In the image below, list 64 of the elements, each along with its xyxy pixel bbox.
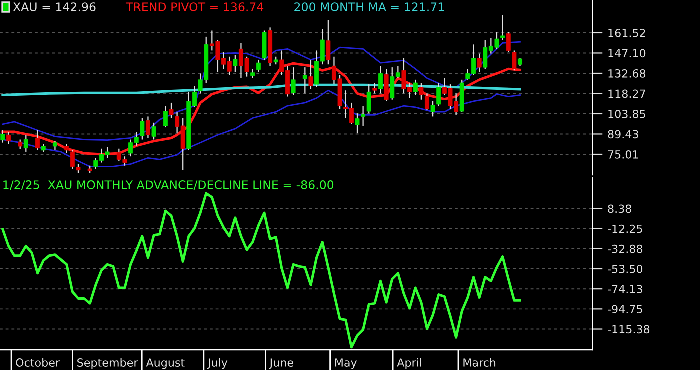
candlestick — [140, 118, 145, 140]
candlestick — [76, 164, 81, 174]
line-series — [2, 41, 521, 142]
candlestick — [36, 130, 40, 151]
text: 1/2/25 XAU MONTHLY ADVANCE/DECLINE LINE = -86.00 — [4, 180, 334, 190]
x-tick-label: September — [78, 358, 138, 370]
x-tick-label: July — [207, 358, 228, 370]
y-tick-label: 89.43 — [608, 130, 638, 139]
candlestick — [430, 100, 436, 118]
candlestick — [378, 66, 383, 94]
candlestick — [6, 131, 11, 145]
candlestick — [152, 122, 156, 140]
candlestick — [169, 102, 174, 119]
candlestick — [500, 14, 506, 41]
line-series — [2, 192, 522, 349]
candlestick — [424, 93, 430, 112]
candlestick — [64, 144, 70, 154]
x-tick-label: March — [464, 358, 496, 367]
candlestick — [477, 53, 482, 73]
candlestick — [512, 50, 517, 72]
y-tick-label: -115.38 — [608, 325, 650, 334]
y-tick-label: -74.13 — [608, 285, 642, 294]
y-tick-label: 75.01 — [608, 150, 638, 159]
x-tick-label: May — [335, 358, 358, 370]
candlestick — [372, 82, 378, 94]
x-tick-label: April — [397, 358, 422, 370]
candlestick — [0, 130, 6, 144]
legend-label: XAU = 142.96 — [13, 2, 96, 12]
y-tick-label: 161.52 — [608, 28, 646, 38]
candlestick — [146, 116, 150, 139]
text: TREND PIVOT = 136.74 — [126, 2, 264, 12]
x-tick-label: June — [269, 358, 294, 370]
candlestick — [70, 150, 75, 170]
candlestick — [233, 54, 238, 73]
candlestick — [506, 32, 511, 53]
y-tick-label: -53.50 — [608, 264, 643, 274]
candlestick — [52, 140, 58, 151]
candlestick — [436, 82, 442, 107]
y-tick-label: 118.27 — [608, 90, 646, 98]
candlestick — [419, 82, 424, 100]
x-tick-label: October — [16, 358, 60, 367]
candlestick — [302, 67, 308, 94]
candlestick — [256, 59, 261, 73]
y-tick-label: 8.38 — [608, 204, 632, 214]
candlestick — [250, 68, 256, 79]
candlestick — [413, 79, 418, 96]
candlestick — [163, 105, 168, 128]
y-tick-label: 132.68 — [608, 69, 646, 78]
candlestick — [24, 134, 28, 153]
y-tick-label: -12.25 — [608, 224, 642, 234]
candlestick — [326, 20, 331, 66]
candlestick — [361, 105, 366, 127]
x-tick-label: August — [146, 358, 185, 370]
text: 200 MONTH MA = 121.71 — [294, 2, 444, 12]
candlestick — [366, 84, 372, 114]
candlestick — [18, 139, 23, 150]
y-tick-label: -32.88 — [608, 244, 643, 254]
y-tick-label: 147.10 — [608, 49, 646, 58]
candlestick — [291, 67, 296, 96]
y-tick-label: -94.75 — [608, 305, 642, 314]
candlestick — [308, 59, 314, 90]
candlestick — [355, 113, 360, 134]
y-tick-label: 103.85 — [608, 110, 646, 118]
line-series — [2, 90, 521, 168]
